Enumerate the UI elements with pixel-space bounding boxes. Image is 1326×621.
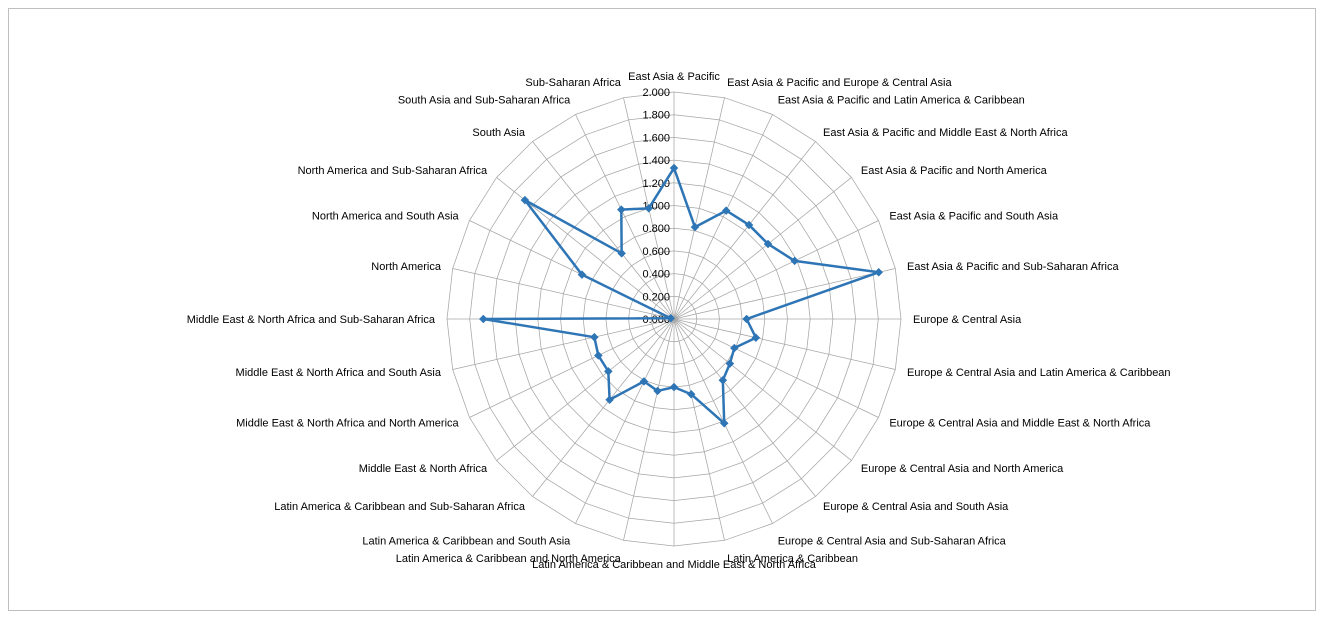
- data-point-marker: [603, 367, 613, 376]
- tick-label: 1.800: [642, 110, 670, 122]
- grid-spoke: [532, 318, 675, 497]
- category-label: Europe & Central Asia and North America: [861, 463, 1064, 475]
- grid-spoke: [575, 318, 675, 524]
- category-label: Europe & Central Asia and South Asia: [823, 501, 1009, 513]
- data-point-marker: [790, 256, 800, 266]
- data-point-marker: [721, 206, 731, 215]
- category-label: North America: [371, 261, 442, 273]
- category-label: North America and South Asia: [312, 210, 460, 222]
- tick-label: 0.200: [642, 291, 670, 303]
- category-label: Latin America & Caribbean and North Amer…: [396, 553, 622, 565]
- data-point-marker: [686, 389, 696, 399]
- category-label: Middle East & North Africa and South Asi…: [236, 367, 442, 379]
- tick-label: 0.400: [642, 269, 670, 281]
- category-label: Europe & Central Asia: [913, 314, 1022, 326]
- data-point-marker: [589, 332, 599, 342]
- chart-area: 0.000 0.200 0.400 0.600 0.800 1.000 1.200 1.400…: [8, 8, 1316, 611]
- category-label: East Asia & Pacific and South Asia: [889, 210, 1059, 222]
- grid-spoke: [469, 318, 675, 418]
- data-point-marker: [725, 359, 735, 368]
- category-label: Middle East & North Africa and North Ame…: [236, 418, 459, 430]
- category-label: Latin America & Caribbean and Sub-Sahara…: [274, 501, 526, 513]
- data-point-marker: [605, 395, 614, 405]
- grid-spoke: [452, 268, 675, 320]
- category-label: South Asia and Sub-Saharan Africa: [398, 95, 571, 107]
- grid-spoke: [673, 318, 725, 541]
- data-point-marker: [718, 375, 728, 385]
- data-point-marker: [617, 248, 626, 258]
- data-point-marker: [719, 418, 729, 428]
- data-point-marker: [751, 333, 761, 343]
- data-point-marker: [653, 386, 662, 396]
- category-label: North America and Sub-Saharan Africa: [298, 165, 488, 177]
- grid-spoke: [673, 318, 896, 370]
- category-label: East Asia & Pacific and Sub-Saharan Afri…: [907, 261, 1119, 273]
- data-point-marker: [669, 382, 679, 392]
- data-point-marker: [478, 314, 488, 324]
- tick-label: 0.800: [642, 223, 670, 235]
- data-point-marker: [644, 203, 654, 213]
- category-label: East Asia & Pacific and Latin America & …: [778, 95, 1025, 107]
- grid-spoke: [452, 318, 675, 370]
- category-label: South Asia: [472, 127, 525, 139]
- data-point-marker: [616, 205, 626, 214]
- category-label: East Asia & Pacific: [628, 71, 720, 83]
- data-point-marker: [639, 377, 649, 386]
- category-label: Latin America & Caribbean and South Asia: [362, 535, 571, 547]
- data-point-marker: [577, 270, 587, 280]
- tick-label: 0.600: [642, 246, 670, 258]
- category-label: Latin America & Caribbean: [727, 553, 858, 565]
- grid-spoke: [673, 268, 896, 320]
- category-label: East Asia & Pacific and Middle East & No…: [823, 127, 1068, 139]
- grid-spoke: [496, 318, 675, 461]
- data-point-marker: [666, 313, 676, 323]
- data-point-marker: [669, 163, 679, 173]
- grid-spoke: [532, 141, 675, 320]
- data-point-marker: [874, 267, 884, 277]
- radar-chart: 0.0000.2000.4000.6000.8001.0001.2001.400…: [187, 71, 1171, 571]
- grid-spoke: [673, 318, 816, 497]
- data-point-marker: [763, 239, 773, 249]
- category-label: Middle East & North Africa: [359, 463, 488, 475]
- category-labels: East Asia & Pacific East Asia & Pacific a…: [187, 71, 1171, 571]
- grid-spoke: [673, 114, 773, 320]
- data-point-marker: [744, 220, 754, 230]
- category-label: Europe & Central Asia and Latin America …: [907, 367, 1171, 379]
- grid-spoke: [575, 114, 675, 320]
- tick-label: 2.000: [642, 87, 670, 99]
- grid-spoke: [673, 141, 816, 320]
- category-label: Middle East & North Africa and Sub-Sahar…: [187, 314, 436, 326]
- category-label: East Asia & Pacific and Europe & Central…: [727, 77, 952, 89]
- series-layer: [478, 163, 884, 428]
- category-label: Latin America & Caribbean and Middle Eas…: [532, 559, 817, 571]
- grid-spoke: [673, 318, 852, 461]
- radar-spokes: [447, 92, 901, 546]
- category-label: East Asia & Pacific and North America: [861, 165, 1048, 177]
- category-label: Europe & Central Asia and Sub-Saharan Af…: [778, 535, 1007, 547]
- grid-spoke: [673, 177, 852, 320]
- data-point-marker: [593, 351, 603, 360]
- category-label: Europe & Central Asia and Middle East & …: [889, 418, 1151, 430]
- grid-spoke: [673, 220, 879, 320]
- data-point-marker: [520, 195, 530, 205]
- data-point-marker: [742, 314, 751, 324]
- category-label: Sub-Saharan Africa: [525, 77, 621, 89]
- grid-spoke: [673, 97, 725, 320]
- data-point-marker: [690, 222, 700, 232]
- grid-spoke: [623, 318, 675, 541]
- tick-label: 1.600: [642, 132, 670, 144]
- tick-label: 1.400: [642, 155, 670, 167]
- data-point-marker: [729, 343, 739, 353]
- tick-label: 0.000: [642, 314, 670, 326]
- grid-spoke: [673, 318, 879, 418]
